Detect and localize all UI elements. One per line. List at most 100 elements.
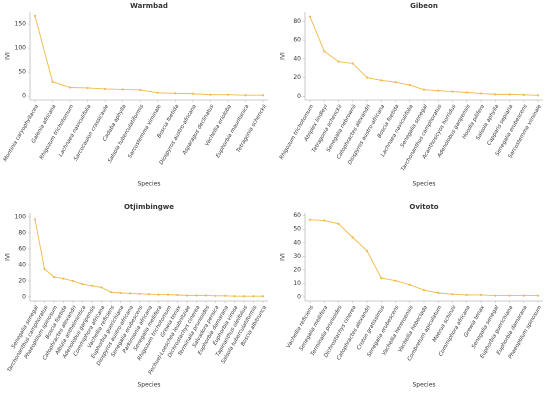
point [522,294,525,297]
y-tick-label: 20 [293,266,301,273]
point [437,89,440,92]
point [479,293,483,297]
y-tick-label: 80 [293,18,301,25]
point [52,275,56,279]
point [244,94,247,97]
y-tick-label: 0 [22,93,26,100]
y-tick-label: 40 [293,55,301,62]
chart-title: Warmbad [130,2,168,10]
x-axis-label: Species [412,382,435,389]
point [204,294,208,297]
point [479,92,483,95]
point [465,91,468,94]
point [422,88,426,91]
x-axis-label: Species [137,382,160,389]
x-tick-label: Sarcostemma viminale [127,103,163,159]
x-axis-label: Species [137,181,160,188]
y-tick-label: 0 [297,293,301,300]
point [81,283,84,286]
point [43,267,46,271]
point [174,92,177,95]
point [104,87,107,91]
y-tick-label: 40 [293,239,301,246]
point [308,15,312,18]
point [252,295,255,298]
line [309,16,539,96]
y-tick-label: 0 [297,93,301,100]
y-tick-label: 30 [293,253,301,260]
y-tick-label: 20 [293,74,301,81]
y-tick-label: 50 [293,226,301,233]
y-tick-label: 80 [18,230,26,237]
y-tick-label: 100 [15,214,27,221]
point [195,294,198,297]
point [226,93,230,96]
point [494,294,497,297]
chart-title: Ovitoto [409,203,438,211]
point [351,236,354,239]
point [62,277,65,280]
point [380,276,383,280]
point [508,294,511,297]
point [191,92,194,95]
y-axis-label: IVI [5,52,12,60]
point [109,291,113,294]
line [34,15,263,96]
point [68,86,72,89]
point [451,90,454,93]
y-tick-label: 10 [293,280,301,287]
y-tick-label: 20 [18,278,26,285]
point [522,93,525,96]
x-tick-label: Asparagus declinatus [181,104,215,157]
y-tick-label: 60 [18,246,26,253]
line [34,219,263,297]
point [337,60,340,63]
point [365,249,369,253]
point [437,291,440,294]
point [138,292,141,295]
point [242,295,246,298]
x-tick-label: Rhigozum trichotomum [39,104,75,161]
point [536,94,540,97]
point [139,88,142,92]
point [176,293,179,297]
point [394,81,397,84]
y-tick-label: 60 [293,37,301,44]
point [119,291,122,295]
point [185,294,189,297]
y-tick-label: 150 [15,21,27,28]
x-axis-label: Species [412,181,435,188]
point [156,91,159,94]
point [408,83,411,87]
point [214,294,217,297]
point [308,218,312,221]
chart-title: Gibeon [410,2,438,10]
point [128,292,132,295]
point [323,219,326,222]
point [33,14,37,17]
point [536,294,540,297]
line [309,219,538,297]
x-tick-label: Lachnaea naviculifolia [58,104,93,158]
point [90,284,94,287]
x-tick-label: Euphorbia mauritanica [215,104,250,159]
point [71,279,75,283]
point [365,76,369,79]
point [233,295,236,298]
point [147,293,151,296]
point [223,294,227,297]
point [157,293,160,296]
point [380,79,383,82]
point [121,88,124,91]
point [86,86,89,90]
y-tick-label: 50 [18,69,26,76]
y-tick-label: 60 [293,212,301,219]
point [261,94,265,97]
point [33,218,37,221]
point [508,93,511,96]
y-axis-label: IVI [280,52,287,60]
y-tick-label: 100 [15,45,27,52]
point [351,62,354,65]
point [323,50,326,53]
